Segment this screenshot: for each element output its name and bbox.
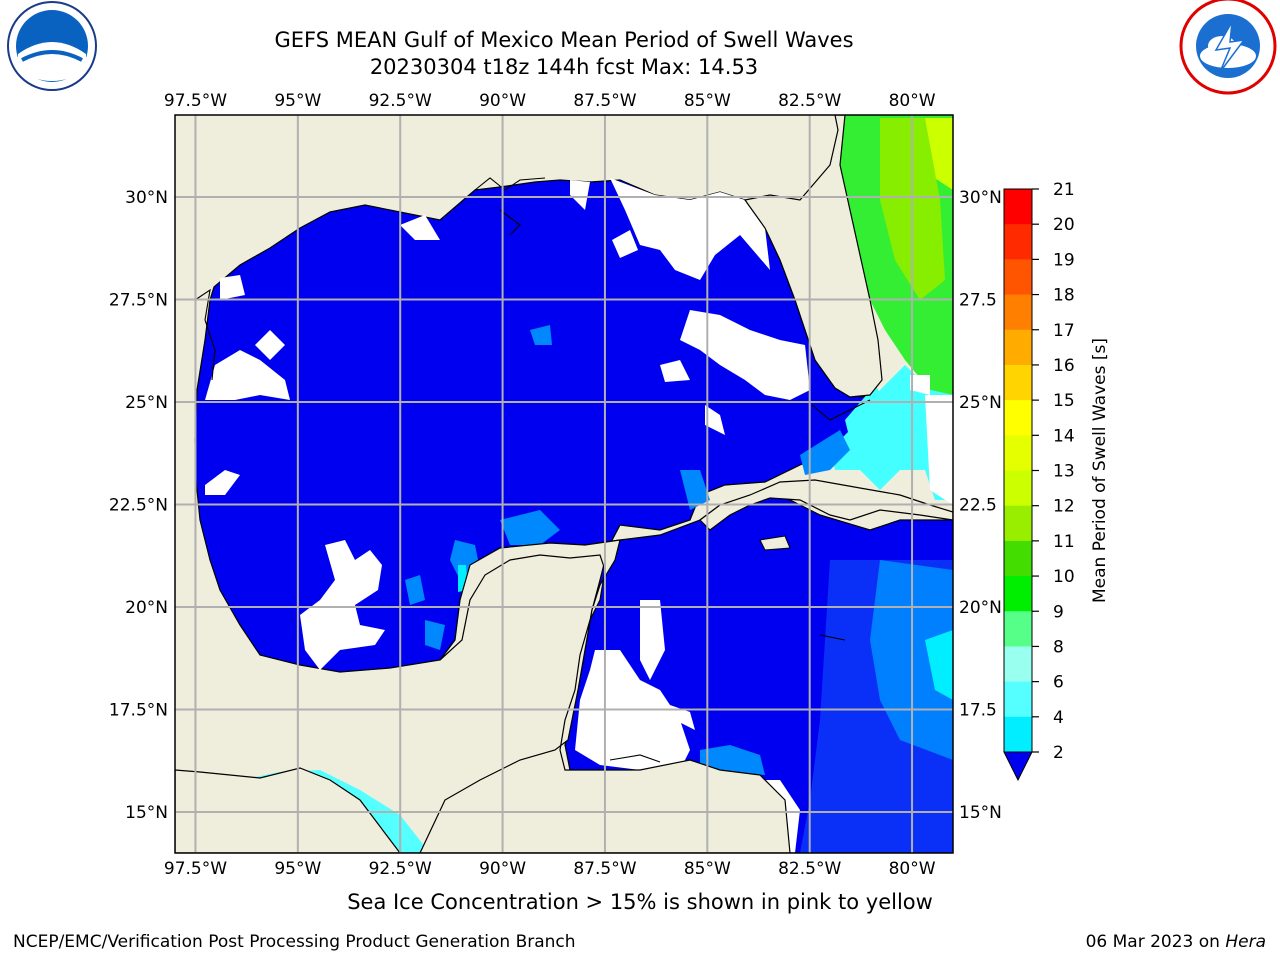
sea-ice-footnote: Sea Ice Concentration > 15% is shown in … xyxy=(347,890,933,914)
lat-label-left: 27.5°N xyxy=(109,291,168,311)
colorbar: 21 20 19 18 17 16 15 14 13 12 11 10 9 8 6 4 2 Mean Perio… xyxy=(1003,180,1110,782)
lon-label-top: 92.5°W xyxy=(369,91,432,111)
lat-label-right: 20°N xyxy=(959,598,1002,618)
bahamas-swell-field xyxy=(830,365,953,500)
map-gridlines xyxy=(175,115,953,853)
yucatan-land xyxy=(175,539,953,853)
florida-land xyxy=(743,115,883,398)
map-subtitle: 20230304 t18z 144h fcst Max: 14.53 xyxy=(369,55,759,79)
colorbar-label: Mean Period of Swell Waves [s] xyxy=(1090,338,1110,603)
colorbar-band xyxy=(1004,646,1032,683)
lat-label-left: 25°N xyxy=(125,393,168,413)
lon-label-top: 80°W xyxy=(889,91,936,111)
lon-label-top: 82.5°W xyxy=(778,91,841,111)
colorbar-band xyxy=(1004,540,1032,577)
lon-label-bottom: 97.5°W xyxy=(164,859,227,879)
colorbar-tick-label: 13 xyxy=(1053,462,1075,482)
lat-label-left: 20°N xyxy=(125,598,168,618)
colorbar-band xyxy=(1004,259,1032,296)
lat-label-right: 30°N xyxy=(959,188,1002,208)
colorbar-band xyxy=(1004,505,1032,542)
lon-label-top: 97.5°W xyxy=(164,91,227,111)
colorbar-band xyxy=(1004,400,1032,436)
colorbar-tick-label: 12 xyxy=(1053,497,1075,517)
lat-labels-right: 30°N 27.5 25°N 22.5 20°N 17.5 15°N xyxy=(959,188,1002,823)
lon-label-bottom: 87.5°W xyxy=(573,859,636,879)
colorbar-tick-label: 19 xyxy=(1053,250,1075,270)
colorbar-tick-label: 14 xyxy=(1053,426,1075,446)
colorbar-band xyxy=(1004,611,1032,647)
colorbar-band xyxy=(1004,716,1032,753)
lat-label-left: 30°N xyxy=(125,188,168,208)
lat-label-right: 27.5 xyxy=(959,291,997,311)
lon-label-bottom: 95°W xyxy=(274,859,321,879)
map-frame xyxy=(174,114,954,854)
lon-label-top: 85°W xyxy=(684,91,731,111)
colorbar-band xyxy=(1004,294,1032,331)
colorbar-tick-label: 17 xyxy=(1053,321,1075,341)
colorbar-band xyxy=(1004,576,1032,612)
lon-label-bottom: 80°W xyxy=(889,859,936,879)
map-plot-area xyxy=(175,115,953,853)
lat-labels-left: 30°N 27.5°N 25°N 22.5°N 20°N 17.5°N 15°N xyxy=(109,188,168,823)
colorbar-tick-label: 16 xyxy=(1053,356,1075,376)
colorbar-tick-label: 9 xyxy=(1053,602,1064,622)
colorbar-tick-label: 4 xyxy=(1053,708,1064,728)
lon-label-bottom: 85°W xyxy=(684,859,731,879)
colorbar-tick-label: 11 xyxy=(1053,532,1075,552)
noaa-logo xyxy=(7,1,97,91)
lat-label-right: 15°N xyxy=(959,803,1002,823)
colorbar-tick-label: 10 xyxy=(1053,567,1075,587)
colorbar-tick-label: 8 xyxy=(1053,637,1064,657)
credit-branch: NCEP/EMC/Verification Post Processing Pr… xyxy=(13,932,576,952)
lat-label-left: 17.5°N xyxy=(109,701,168,721)
caribbean-cyan-patch xyxy=(925,630,953,700)
lon-labels-bottom: 97.5°W 95°W 92.5°W 90°W 87.5°W 85°W 82.5°W 80°W xyxy=(164,859,936,879)
lon-label-bottom: 90°W xyxy=(479,859,526,879)
colorbar-band xyxy=(1004,189,1032,225)
credit-date-text: 06 Mar 2023 on xyxy=(1085,932,1226,952)
lon-label-top: 90°W xyxy=(479,91,526,111)
colorbar-band xyxy=(1004,470,1032,507)
lat-label-left: 22.5°N xyxy=(109,496,168,516)
lat-label-right: 22.5 xyxy=(959,496,997,516)
colorbar-tick-label: 18 xyxy=(1053,286,1075,306)
colorbar-tick-label: 15 xyxy=(1053,391,1075,411)
credit-host: Hera xyxy=(1225,932,1266,952)
nws-logo xyxy=(1179,0,1277,95)
lon-label-top: 87.5°W xyxy=(573,91,636,111)
lon-label-bottom: 92.5°W xyxy=(369,859,432,879)
colorbar-band xyxy=(1004,435,1032,471)
colorbar-band xyxy=(1004,329,1032,366)
colorbar-tick-label: 20 xyxy=(1053,215,1075,235)
florida-cyan-edge xyxy=(845,385,885,440)
lat-label-right: 25°N xyxy=(959,393,1002,413)
map-title: GEFS MEAN Gulf of Mexico Mean Period of … xyxy=(274,28,854,52)
colorbar-tick-label: 21 xyxy=(1053,180,1075,200)
colorbar-band xyxy=(1004,681,1032,718)
lon-label-bottom: 82.5°W xyxy=(778,859,841,879)
lon-labels-top: 97.5°W 95°W 92.5°W 90°W 87.5°W 85°W 82.5°W 80°W xyxy=(164,91,936,111)
colorbar-band xyxy=(1004,364,1032,401)
jamaica-land xyxy=(759,535,791,551)
colorbar-extend-arrow xyxy=(1003,751,1033,782)
coastline-details xyxy=(194,177,871,763)
no-data-patches xyxy=(205,178,953,853)
credit-date: 06 Mar 2023 on Hera xyxy=(1086,932,1266,952)
colorbar-tick-label: 6 xyxy=(1053,673,1064,693)
colorbar-band xyxy=(1004,224,1032,260)
lat-label-left: 15°N xyxy=(125,803,168,823)
lon-label-top: 95°W xyxy=(274,91,321,111)
lat-label-right: 17.5 xyxy=(959,701,997,721)
colorbar-tick-label: 2 xyxy=(1053,743,1064,763)
